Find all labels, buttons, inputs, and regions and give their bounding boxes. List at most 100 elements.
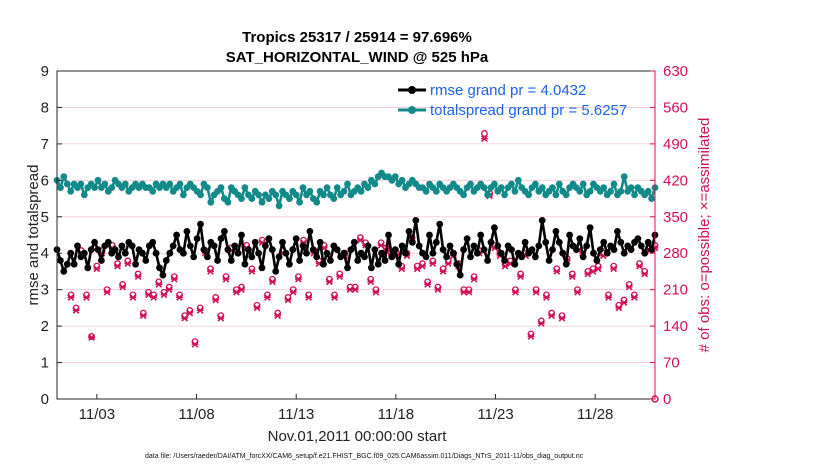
rmse-point [234,249,242,257]
obs-assimilated-marker [357,236,364,244]
totalspread-point [180,191,187,199]
data-file-footer: data file: /Users/raeder/DAI/ATM_forcXX/… [145,453,584,460]
obs-assimilated-marker [93,265,101,273]
obs-assimilated-marker [222,275,230,283]
rmse-point [111,246,119,254]
rmse-point [197,220,204,228]
y-tick-label: 7 [41,136,49,153]
rmse-point [446,242,454,250]
obs-assimilated-marker [295,275,302,283]
rmse-point [600,238,608,246]
totalspread-point [432,187,440,195]
totalspread-point [610,180,618,188]
obs-assimilated-marker [326,278,333,286]
y2-tick-label: 630 [663,63,688,80]
obs-assimilated-marker [274,312,282,320]
totalspread-point [600,184,608,192]
totalspread-point [258,198,266,206]
obs-assimilated-marker [217,314,225,322]
totalspread-point [60,173,68,181]
rmse-point [579,253,587,261]
totalspread-point [241,184,249,192]
rmse-point [132,260,140,268]
totalspread-point [94,176,102,184]
rmse-point [450,249,457,257]
rmse-point [378,249,385,257]
rmse-point [518,253,526,261]
rmse-point [190,253,198,261]
totalspread-point [224,198,232,206]
x-tick-label: 11/18 [378,406,414,423]
totalspread-point [340,187,348,195]
totalspread-point [514,176,522,184]
totalspread-point [176,180,184,188]
obs-assimilated-marker [207,268,214,275]
totalspread-point [306,187,314,195]
totalspread-point [467,180,474,188]
obs-assimilated-marker [548,312,555,320]
totalspread-point [627,184,635,192]
totalspread-point [217,184,225,192]
plot-area [57,71,655,399]
totalspread-point [265,195,273,203]
rmse-point [456,271,464,279]
rmse-point [327,257,334,264]
rmse-point [70,260,78,268]
totalspread-point [555,180,563,188]
obs-assimilated-marker [263,294,271,301]
rmse-point [620,249,628,257]
rmse-point [491,224,498,232]
rmse-point [139,249,146,257]
rmse-point [501,257,508,264]
rmse-point [381,257,389,264]
totalspread-point [77,180,85,188]
obs-assimilated-marker [636,262,643,270]
rmse-point [586,224,594,232]
obs-assimilated-marker [605,294,612,301]
y2-tick-label: 560 [663,99,688,116]
totalspread-point [166,180,174,188]
rmse-point [614,228,621,235]
y-tick-label: 5 [41,209,49,226]
totalspread-point [501,191,508,199]
rmse-point [559,249,567,257]
rmse-point [255,249,262,257]
obs-assimilated-marker [419,262,426,270]
rmse-point [473,249,481,257]
rmse-point [398,242,406,250]
obs-assimilated-marker [481,135,488,143]
obs-assimilated-marker [72,307,80,314]
rmse-point [409,238,416,246]
rmse-point [532,253,539,261]
rmse-point [275,253,283,261]
totalspread-point [63,180,71,188]
obs-assimilated-marker [336,273,344,281]
rmse-point [262,242,269,250]
rmse-point [648,246,655,254]
obs-assimilated-marker [289,288,297,296]
totalspread-point [357,187,365,195]
obs-assimilated-marker [543,294,550,301]
chart-title-line1: Tropics 25317 / 25914 = 97.696% [242,29,472,46]
obs-assimilated-marker [119,283,127,291]
totalspread-point [620,173,628,181]
rmse-point [422,253,430,261]
rmse-point [221,228,228,235]
rmse-point [562,260,570,268]
rmse-point [309,246,317,254]
rmse-point [590,249,597,257]
rmse-point [388,253,396,261]
series-rmse [53,217,659,279]
rmse-point [545,257,553,264]
totalspread-point [391,173,399,181]
obs-assimilated-marker [568,273,576,281]
rmse-point [193,235,201,243]
rmse-point [497,249,505,257]
rmse-point [121,249,129,257]
x-axis-ticks: 11/03 11/08 11/13 11/18 11/23 11/28 [79,394,613,423]
obs-assimilated-marker [625,283,633,291]
obs-possible-marker [480,130,488,137]
totalspread-point [207,198,215,206]
y-tick-label: 1 [41,355,49,372]
rmse-point [142,257,150,264]
